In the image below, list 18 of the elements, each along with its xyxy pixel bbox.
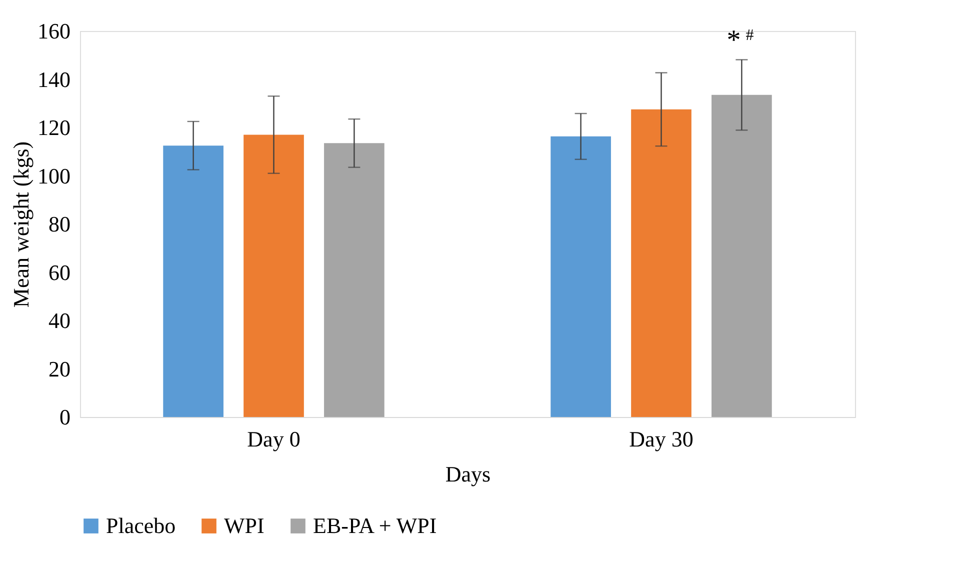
y-tick-label: 0 [60, 404, 70, 430]
y-tick-label: 100 [38, 163, 70, 188]
legend-label: EB-PA + WPI [313, 513, 437, 538]
annotation: * [726, 25, 741, 56]
y-tick-label: 140 [38, 66, 70, 92]
y-tick-label: 60 [48, 260, 70, 285]
y-tick-label: 160 [38, 18, 70, 44]
y-axis-title: Mean weight (kgs) [8, 141, 34, 308]
legend-label: WPI [224, 513, 264, 538]
annotation: # [746, 27, 754, 44]
y-tick-label: 20 [48, 356, 70, 382]
x-tick-label: Day 30 [629, 426, 694, 452]
legend-label: Placebo [106, 513, 176, 538]
x-tick-label: Day 0 [247, 426, 300, 452]
y-tick-label: 80 [48, 212, 70, 236]
x-axis-title: Days [445, 462, 491, 486]
y-tick-label: 120 [38, 115, 70, 140]
y-tick-label: 40 [48, 308, 70, 333]
